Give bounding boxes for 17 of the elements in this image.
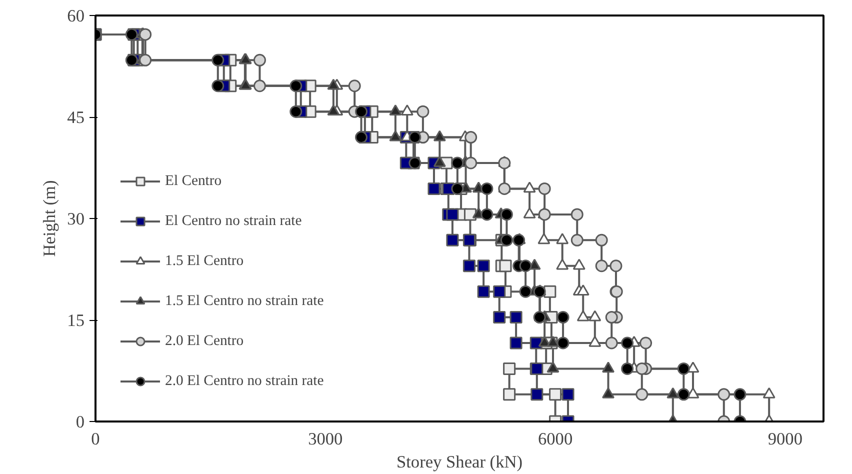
y-tick-label: 15 (67, 311, 84, 330)
legend-label: 2.0 El Centro no strain rate (165, 372, 324, 390)
legend-label: 1.5 El Centro no strain rate (165, 292, 324, 310)
x-tick-label: 0 (91, 430, 100, 448)
y-tick-label: 30 (67, 210, 84, 228)
legend-label: 1.5 El Centro (165, 252, 244, 270)
y-tick-label: 0 (76, 412, 85, 432)
x-tick-label: 9000 (768, 430, 803, 448)
legend-label: 2.0 El Centro (165, 332, 244, 350)
y-tick-label: 45 (67, 108, 84, 127)
y-tick-label: 60 (67, 6, 84, 26)
x-axis-title: Storey Shear (kN) (396, 452, 523, 472)
y-axis-title: Height (m) (40, 180, 60, 257)
legend-label: El Centro (165, 172, 222, 190)
x-tick-label: 3000 (308, 430, 343, 448)
x-tick-label: 6000 (538, 430, 573, 448)
legend-label: El Centro no strain rate (165, 212, 302, 230)
